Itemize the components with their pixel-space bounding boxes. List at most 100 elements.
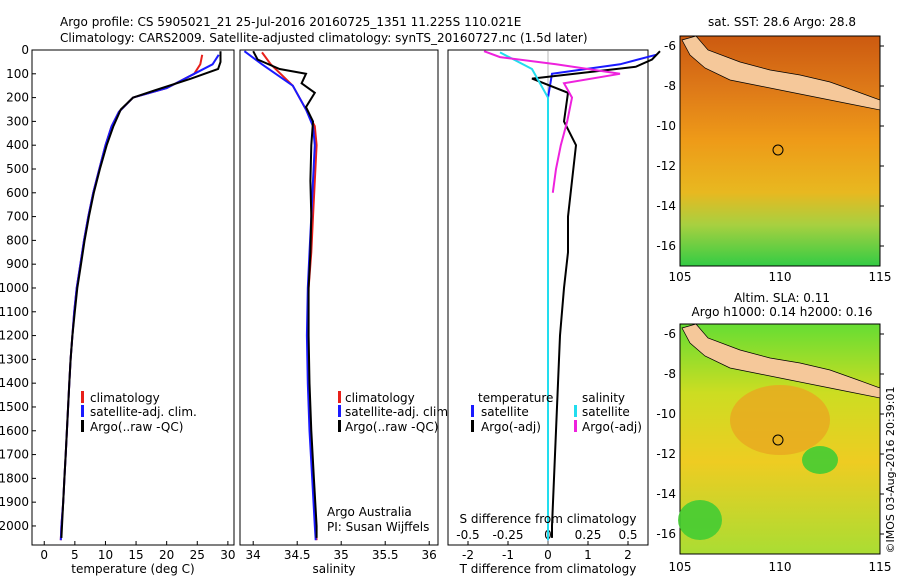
depth-tick-label: 1000 <box>0 281 29 295</box>
s-difference-tick-label: -0.25 <box>492 528 523 542</box>
legend-salinity-title: salinity <box>582 391 625 405</box>
depth-tick-label: 800 <box>6 233 29 247</box>
legend-climatology-label: climatology <box>345 391 415 405</box>
temperature-axis-label: temperature (deg C) <box>71 562 194 576</box>
salinity-legend: climatology satellite-adj. clim. Argo(..… <box>338 391 452 434</box>
longitude-tick-label: 105 <box>669 560 692 574</box>
depth-tick-label: 100 <box>6 67 29 81</box>
s-difference-tick-label: 0.5 <box>618 528 637 542</box>
temperature-series <box>59 51 222 541</box>
java-landmass <box>681 35 881 111</box>
legend-t-satellite-label: satellite <box>481 405 529 419</box>
sst-map: sat. SST: 28.6 Argo: 28.8 -6-8-10-12-14-… <box>656 15 891 284</box>
salinity-axis-tick-label: 36 <box>422 548 437 562</box>
depth-tick-label: 200 <box>6 91 29 105</box>
difference-series <box>483 50 661 545</box>
temperature-axis-tick-label: 5 <box>71 548 79 562</box>
temperature-axis-tick-label: 15 <box>128 548 143 562</box>
argo-salinity-line <box>252 50 318 538</box>
sst-map-title: sat. SST: 28.6 Argo: 28.8 <box>708 15 856 29</box>
difference-legend: temperature satellite Argo(-adj) salinit… <box>471 391 642 434</box>
legend-climatology-swatch <box>338 391 341 403</box>
legend-s-argo-label: Argo(-adj) <box>582 420 642 434</box>
salinity-axis-tick-label: 35.5 <box>372 548 399 562</box>
legend-t-satellite-swatch <box>471 405 474 417</box>
salinity-series <box>243 50 318 541</box>
latitude-tick-label: -14 <box>656 487 676 501</box>
temperature-axis-tick-label: 10 <box>98 548 113 562</box>
latitude-tick-label: -8 <box>664 79 676 93</box>
temperature-axis-tick-label: 20 <box>159 548 174 562</box>
depth-tick-label: 1100 <box>0 305 29 319</box>
header-line1: Argo profile: CS 5905021_21 25-Jul-2016 … <box>60 15 521 29</box>
argo-position-marker <box>772 144 784 156</box>
latitude-tick-label: -6 <box>664 39 676 53</box>
s-argo-difference-line <box>483 50 621 193</box>
sla-map-title1: Altim. SLA: 0.11 <box>734 291 830 305</box>
legend-satellite-swatch <box>81 405 84 417</box>
depth-axis-ticks: 0 100 200 300 400 500 600 700 800 900 1000 1100 1200… <box>0 43 36 533</box>
t-argo-difference-line <box>531 50 661 538</box>
depth-tick-label: 500 <box>6 162 29 176</box>
s-difference-tick-label: -0.5 <box>456 528 479 542</box>
depth-tick-label: 1700 <box>0 448 29 462</box>
longitude-tick-label: 110 <box>769 560 792 574</box>
t-difference-axis-tick-label: 1 <box>584 548 592 562</box>
t-difference-axis-tick-label: 0 <box>544 548 552 562</box>
longitude-tick-label: 110 <box>769 270 792 284</box>
difference-panel: -2 -1 0 1 2-0.5 -0.25 0 0.25 0.5 S difference fr… <box>447 49 661 576</box>
sst-map-lat-ticks: -6 -8 -10 -12 -14 -16 <box>656 39 884 253</box>
legend-s-argo-swatch <box>574 420 577 432</box>
t-difference-axis-tick-label: 2 <box>624 548 632 562</box>
t-difference-axis-tick-label: -1 <box>502 548 514 562</box>
sst-map-lon-ticks: 105 110 115 <box>669 270 892 284</box>
legend-climatology-swatch <box>81 391 84 403</box>
temperature-panel: 0100200300400500600700800900100011001200… <box>0 43 236 576</box>
sla-map: Altim. SLA: 0.11 Argo h1000: 0.14 h2000:… <box>656 291 891 574</box>
depth-tick-label: 1600 <box>0 424 29 438</box>
longitude-tick-label: 105 <box>669 270 692 284</box>
imos-watermark: ©IMOS 03-Aug-2016 20:39:01 <box>884 387 897 554</box>
legend-t-argo-label: Argo(-adj) <box>481 420 541 434</box>
argo-australia-note: Argo Australia <box>327 505 412 519</box>
temperature-axis-tick-label: 25 <box>190 548 205 562</box>
temperature-legend: climatology satellite-adj. clim. Argo(..… <box>81 391 197 434</box>
latitude-tick-label: -10 <box>656 119 676 133</box>
depth-tick-label: 700 <box>6 210 29 224</box>
legend-argo-swatch <box>81 420 84 432</box>
depth-tick-label: 1200 <box>0 329 29 343</box>
latitude-tick-label: -14 <box>656 199 676 213</box>
temperature-axis-ticks: 0 5 10 15 20 25 30 <box>40 541 236 562</box>
sla-map-title2: Argo h1000: 0.14 h2000: 0.16 <box>692 305 873 319</box>
latitude-tick-label: -8 <box>664 367 676 381</box>
depth-tick-label: 1800 <box>0 471 29 485</box>
salinity-axis-label: salinity <box>312 562 355 576</box>
sla-map-lon-ticks: 105 110 115 <box>669 560 892 574</box>
argo-temperature-line <box>60 51 222 538</box>
longitude-tick-label: 115 <box>869 560 892 574</box>
pi-note: PI: Susan Wijffels <box>327 520 429 534</box>
salinity-panel: 34 34.5 35 35.5 36 salinity climatology sate… <box>239 49 452 576</box>
depth-tick-label: 1500 <box>0 400 29 414</box>
legend-satellite-label: satellite-adj. clim. <box>90 405 197 419</box>
legend-s-satellite-label: satellite <box>582 405 630 419</box>
header-line2: Climatology: CARS2009. Satellite-adjuste… <box>60 31 588 45</box>
depth-tick-label: 300 <box>6 114 29 128</box>
legend-argo-label: Argo(..raw -QC) <box>90 420 183 434</box>
sla-map-lat-ticks: -6 -8 -10 -12 -14 -16 <box>656 327 884 541</box>
s-difference-tick-label: 0.25 <box>575 528 602 542</box>
legend-argo-swatch <box>338 420 341 432</box>
sla-high-anomaly <box>730 385 830 455</box>
depth-tick-label: 2000 <box>0 519 29 533</box>
salinity-axis-tick-label: 34 <box>246 548 261 562</box>
longitude-tick-label: 115 <box>869 270 892 284</box>
latitude-tick-label: -16 <box>656 239 676 253</box>
legend-temperature-title: temperature <box>478 391 553 405</box>
latitude-tick-label: -6 <box>664 327 676 341</box>
legend-s-satellite-swatch <box>574 405 577 417</box>
legend-satellite-label: satellite-adj. clim. <box>345 405 452 419</box>
s-satellite-difference-line <box>499 51 549 541</box>
depth-tick-label: 1900 <box>0 495 29 509</box>
depth-tick-label: 1400 <box>0 376 29 390</box>
